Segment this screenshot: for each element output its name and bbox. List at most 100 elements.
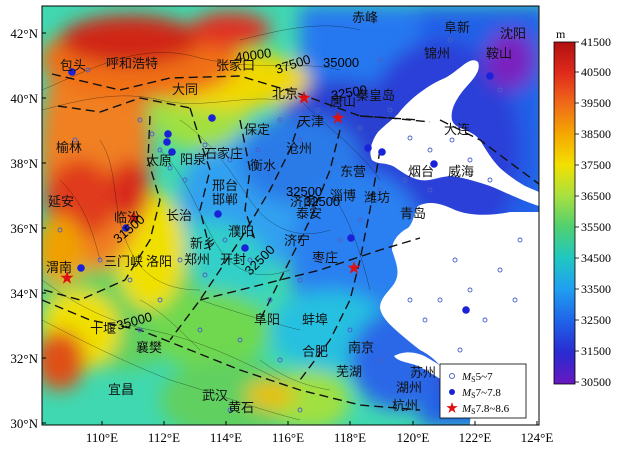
colorbar-label: 33500	[581, 282, 611, 296]
city-zibo: 淄博	[330, 189, 356, 204]
event-small	[487, 177, 493, 183]
city-dalian: 大连	[444, 122, 470, 138]
event-small	[85, 67, 91, 73]
city-taiyuan: 太原	[146, 154, 172, 169]
event-small	[277, 357, 283, 363]
event-small	[422, 317, 428, 323]
event-small	[182, 177, 188, 183]
colorbar: m 41500 40500 39500 38500 37500 36500 35…	[553, 27, 611, 389]
contour-lines	[42, 25, 381, 421]
event-medium	[364, 144, 372, 152]
colorbar-label: 31500	[581, 344, 611, 358]
event-medium	[486, 72, 494, 80]
city-fuxin: 阜新	[444, 20, 470, 36]
city-zhangjiakou: 张家口	[216, 58, 255, 74]
event-small	[317, 347, 323, 353]
event-small	[357, 125, 363, 131]
y-tick-label: 42°N	[10, 26, 38, 41]
contour-label: 32500	[286, 184, 322, 199]
city-yichang: 宜昌	[108, 383, 134, 398]
city-qingdao: 青岛	[400, 206, 426, 222]
event-large-star	[297, 91, 311, 104]
city-yanan: 延安	[48, 195, 74, 210]
event-small	[407, 135, 413, 141]
event-medium	[430, 160, 438, 168]
event-medium	[68, 68, 76, 76]
event-small	[512, 297, 518, 303]
event-small	[297, 137, 303, 143]
event-small	[127, 277, 133, 283]
colorbar-unit: m	[556, 27, 566, 41]
y-tick-label: 38°N	[10, 156, 38, 171]
event-small	[157, 147, 163, 153]
event-small	[202, 272, 208, 278]
city-bengbu: 蚌埠	[302, 313, 328, 328]
x-tick-label: 122°E	[459, 430, 492, 445]
event-small	[177, 257, 183, 263]
colorbar-label: 34500	[581, 251, 611, 265]
open-circle-icon	[449, 373, 455, 379]
city-yantai: 烟台	[408, 165, 434, 180]
city-shijiazhuang: 石家庄	[204, 146, 243, 162]
city-huangshi: 黄石	[228, 401, 254, 416]
city-zaozhuang: 枣庄	[312, 250, 338, 266]
event-small	[427, 187, 433, 193]
colorbar-label: 36500	[581, 189, 611, 203]
city-weifang: 潍坊	[364, 191, 390, 206]
city-wuhu: 芜湖	[336, 365, 362, 380]
city-hengshui: 衡水	[250, 159, 276, 174]
colorbar-label: 32500	[581, 313, 611, 327]
map-frame	[41, 5, 540, 426]
event-medium	[347, 234, 355, 242]
event-small	[377, 57, 383, 63]
x-tick-label: 120°E	[397, 430, 430, 445]
city-nanjing: 南京	[348, 340, 374, 356]
city-shiyan: 十堰	[90, 322, 116, 337]
event-small	[157, 297, 163, 303]
event-small	[482, 317, 488, 323]
city-qinhuangdao: 秦皇岛	[356, 88, 395, 104]
city-fuyang: 阜阳	[254, 312, 280, 328]
event-small	[387, 107, 393, 113]
city-baotou: 包头	[60, 59, 86, 74]
event-small	[447, 37, 453, 43]
city-beijing: 北京	[272, 87, 298, 102]
event-medium	[462, 306, 470, 314]
event-small	[407, 297, 413, 303]
colorbar-label: 30500	[581, 375, 611, 389]
legend-label-medium: MS7~7.8	[461, 387, 501, 400]
contour-label: 32500	[304, 194, 340, 209]
event-medium	[122, 224, 130, 232]
city-puyang: 濮阳	[228, 225, 254, 240]
contour-value-labels: 40000 37500 35000 32500 32500 32500 3150…	[110, 45, 368, 333]
city-baoding: 保定	[244, 123, 270, 138]
event-medium	[168, 148, 176, 156]
y-tick-label: 40°N	[10, 91, 38, 106]
city-sanmenxia: 三门峡	[104, 255, 143, 270]
event-small	[377, 357, 383, 363]
event-small	[247, 257, 253, 263]
city-weihai: 威海	[448, 165, 474, 180]
city-kaifeng: 开封	[220, 253, 246, 268]
contour-label: 40000	[234, 45, 272, 65]
city-hangzhou: 杭州	[392, 399, 418, 414]
event-small	[227, 157, 233, 163]
y-tick-label: 32°N	[10, 351, 38, 366]
city-taian: 泰安	[296, 207, 322, 222]
event-small	[227, 407, 233, 413]
city-luoyang: 洛阳	[146, 255, 172, 270]
city-yangquan: 阳泉	[180, 152, 206, 168]
city-xiangfan: 襄樊	[136, 340, 162, 356]
x-tick-label: 124°E	[521, 430, 554, 445]
event-medium	[241, 244, 249, 252]
y-tick-label: 34°N	[10, 286, 38, 301]
colorbar-label: 38500	[581, 127, 611, 141]
event-medium	[163, 138, 171, 146]
city-changzhi: 长治	[166, 209, 192, 224]
x-tick-label: 116°E	[272, 430, 304, 445]
city-xinxiang: 新乡	[190, 236, 216, 252]
filled-circle-icon	[449, 389, 455, 395]
event-small	[402, 177, 408, 183]
event-small	[497, 87, 503, 93]
